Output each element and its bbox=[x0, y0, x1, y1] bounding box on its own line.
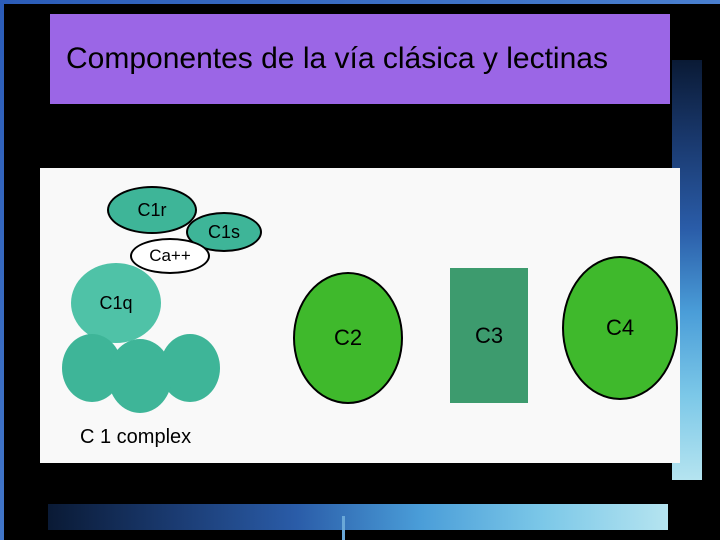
shape-c1r: C1r bbox=[107, 186, 197, 234]
title-bar: Componentes de la vía clásica y lectinas bbox=[50, 14, 670, 104]
shape-c3: C3 bbox=[450, 268, 528, 403]
slide-title: Componentes de la vía clásica y lectinas bbox=[66, 40, 608, 78]
shape-label-c2: C2 bbox=[334, 325, 362, 351]
shape-label-ca: Ca++ bbox=[149, 246, 191, 266]
diagram-area: C1q C1r C1s Ca++ C2 C3 C4 C 1 complex bbox=[40, 168, 680, 463]
c1-complex-label: C 1 complex bbox=[80, 426, 191, 449]
shape-label-c3: C3 bbox=[475, 323, 503, 349]
shape-label-c1q: C1q bbox=[99, 293, 132, 314]
bottom-tick-mark bbox=[342, 516, 345, 540]
shape-label-c4: C4 bbox=[606, 315, 634, 341]
shape-label-c1s: C1s bbox=[208, 222, 240, 243]
shape-c1q: C1q bbox=[71, 263, 161, 343]
shape-ca: Ca++ bbox=[130, 238, 210, 274]
shape-b2 bbox=[108, 339, 172, 413]
shape-label-c1r: C1r bbox=[137, 200, 166, 221]
shape-c2: C2 bbox=[293, 272, 403, 404]
shape-c4: C4 bbox=[562, 256, 678, 400]
bottom-accent-bar bbox=[48, 504, 668, 530]
